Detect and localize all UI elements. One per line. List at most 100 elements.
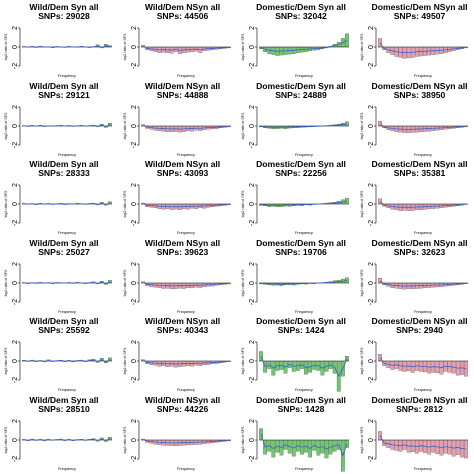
y-tick-label: -2 bbox=[12, 63, 19, 69]
chart-title: Wild/Dem NSyn all bbox=[144, 237, 221, 248]
trend-line bbox=[142, 438, 229, 443]
chart-title: Wild/Dem Syn all bbox=[29, 316, 99, 326]
x-axis-label: Frequency bbox=[295, 231, 313, 235]
chart-snp-count: SNPs: 1424 bbox=[277, 325, 325, 335]
y-axis-label: log2 ratio of SFS bbox=[123, 33, 127, 60]
chart-title: Domestic/Dem Syn all bbox=[256, 80, 346, 91]
chart-snp-count: SNPs: 2812 bbox=[396, 403, 443, 414]
y-axis-label: log2 ratio of SFS bbox=[360, 426, 364, 453]
chart-panel: Domestic/Dem Syn all SNPs: 24889 2 0 -2 log2 … bbox=[237, 79, 356, 158]
y-tick-label: -2 bbox=[12, 298, 19, 304]
chart-plot: 2 0 -2 log2 ratio of SFS Frequency bbox=[241, 26, 349, 78]
y-axis-label: log2 ratio of SFS bbox=[360, 269, 364, 296]
x-axis-label: Frequency bbox=[295, 467, 313, 471]
chart-title: Wild/Dem Syn all bbox=[29, 159, 99, 169]
y-axis-label: log2 ratio of SFS bbox=[360, 33, 364, 60]
chart-title: Domestic/Dem NSyn all bbox=[371, 2, 468, 12]
x-axis-label: Frequency bbox=[58, 153, 76, 157]
trend-line bbox=[142, 359, 229, 365]
chart-panel: Wild/Dem NSyn all SNPs: 39623 2 0 -2 log2 rat… bbox=[119, 236, 238, 315]
x-axis-label: Frequency bbox=[414, 388, 432, 392]
y-tick-label: -2 bbox=[12, 455, 19, 461]
y-tick-label: 0 bbox=[368, 280, 375, 284]
chart-plot: 2 0 -2 log2 ratio of SFS Frequency bbox=[4, 340, 112, 392]
chart-plot: 2 0 -2 log2 ratio of SFS Frequency bbox=[241, 261, 349, 314]
y-axis-label: log2 ratio of SFS bbox=[360, 347, 364, 374]
chart-title: Wild/Dem Syn all bbox=[29, 237, 99, 248]
x-axis-label: Frequency bbox=[58, 388, 76, 392]
chart-title: Wild/Dem Syn all bbox=[29, 80, 99, 91]
y-tick-label: 2 bbox=[131, 26, 138, 30]
chart-panel: Wild/Dem NSyn all SNPs: 40343 2 0 -2 log2 rat… bbox=[119, 314, 238, 393]
chart-panel: Wild/Dem NSyn all SNPs: 44888 2 0 -2 log2 rat… bbox=[119, 79, 238, 158]
chart-panel: Domestic/Dem Syn all SNPs: 1428 2 0 -2 log2 r… bbox=[237, 393, 356, 472]
chart-snp-count: SNPs: 44226 bbox=[156, 403, 209, 414]
y-tick-label: 0 bbox=[249, 123, 256, 127]
y-tick-label: -2 bbox=[249, 298, 256, 304]
trend-line bbox=[379, 279, 466, 286]
chart-title: Wild/Dem NSyn all bbox=[144, 2, 221, 12]
x-axis-label: Frequency bbox=[177, 153, 195, 157]
chart-plot: 2 0 -2 log2 ratio of SFS Frequency bbox=[4, 26, 112, 78]
x-axis-label: Frequency bbox=[414, 153, 432, 157]
chart-snp-count: SNPs: 35381 bbox=[393, 168, 446, 178]
chart-snp-count: SNPs: 25592 bbox=[38, 325, 90, 335]
chart-snp-count: SNPs: 44506 bbox=[156, 11, 209, 21]
x-axis-label: Frequency bbox=[414, 467, 432, 471]
trend-line bbox=[24, 280, 111, 284]
chart-snp-count: SNPs: 44888 bbox=[156, 89, 209, 100]
y-tick-label: 0 bbox=[12, 45, 19, 49]
y-axis-label: log2 ratio of SFS bbox=[360, 112, 364, 139]
y-tick-label: -2 bbox=[12, 220, 19, 226]
y-tick-label: -2 bbox=[368, 141, 375, 147]
y-tick-label: 0 bbox=[249, 202, 256, 206]
chart-panel: Wild/Dem NSyn all SNPs: 44226 2 0 -2 log2 rat… bbox=[119, 393, 238, 472]
y-tick-label: 0 bbox=[368, 359, 375, 363]
x-axis-label: Frequency bbox=[295, 153, 313, 157]
chart-title: Wild/Dem NSyn all bbox=[144, 394, 221, 405]
y-tick-label: 2 bbox=[368, 104, 375, 108]
data-bar bbox=[377, 120, 382, 126]
trend-line bbox=[24, 123, 111, 127]
chart-snp-count: SNPs: 49507 bbox=[393, 11, 446, 21]
chart-title: Domestic/Dem Syn all bbox=[256, 394, 346, 405]
chart-plot: 2 0 -2 log2 ratio of SFS Frequency bbox=[241, 104, 349, 157]
y-tick-label: 2 bbox=[368, 261, 375, 265]
y-tick-label: 2 bbox=[368, 418, 375, 422]
chart-panel: Wild/Dem NSyn all SNPs: 44506 2 0 -2 log2 rat… bbox=[119, 0, 238, 79]
chart-panel: Domestic/Dem Syn all SNPs: 19706 2 0 -2 log2 … bbox=[237, 236, 356, 315]
chart-snp-count: SNPs: 28510 bbox=[38, 403, 90, 414]
chart-snp-count: SNPs: 29028 bbox=[38, 11, 90, 21]
y-axis-label: log2 ratio of SFS bbox=[4, 112, 8, 139]
y-tick-label: 2 bbox=[249, 183, 256, 187]
y-tick-label: 0 bbox=[368, 202, 375, 206]
x-axis-label: Frequency bbox=[414, 74, 432, 78]
chart-panel: Wild/Dem Syn all SNPs: 29028 2 0 -2 log2 rati… bbox=[0, 0, 119, 79]
x-axis-label: Frequency bbox=[295, 74, 313, 78]
chart-plot: 2 0 -2 log2 ratio of SFS Frequency bbox=[123, 26, 231, 78]
chart-plot: 2 0 -2 log2 ratio of SFS Frequency bbox=[123, 418, 231, 471]
y-axis-label: log2 ratio of SFS bbox=[241, 269, 245, 296]
trend-line bbox=[379, 122, 466, 130]
y-tick-label: 0 bbox=[131, 359, 138, 363]
y-tick-label: 0 bbox=[131, 123, 138, 127]
y-axis-label: log2 ratio of SFS bbox=[241, 33, 245, 60]
chart-snp-count: SNPs: 22256 bbox=[275, 168, 327, 178]
y-axis-label: log2 ratio of SFS bbox=[360, 190, 364, 217]
trend-line bbox=[142, 203, 229, 208]
y-tick-label: 0 bbox=[131, 437, 138, 441]
chart-title: Wild/Dem Syn all bbox=[29, 394, 99, 405]
chart-plot: 2 0 -2 log2 ratio of SFS Frequency bbox=[241, 418, 349, 471]
trend-line bbox=[23, 437, 111, 441]
y-tick-label: 2 bbox=[12, 340, 19, 344]
x-axis-label: Frequency bbox=[58, 467, 76, 471]
chart-plot: 2 0 -2 log2 ratio of SFS Frequency bbox=[360, 26, 468, 78]
y-tick-label: 0 bbox=[12, 123, 19, 127]
chart-title: Domestic/Dem Syn all bbox=[256, 237, 346, 248]
trend-line bbox=[379, 42, 466, 54]
y-tick-label: 2 bbox=[12, 183, 19, 187]
trend-line bbox=[24, 45, 111, 48]
chart-plot: 2 0 -2 log2 ratio of SFS Frequency bbox=[4, 261, 112, 314]
y-axis-label: log2 ratio of SFS bbox=[123, 426, 127, 453]
y-axis-label: log2 ratio of SFS bbox=[4, 426, 8, 453]
